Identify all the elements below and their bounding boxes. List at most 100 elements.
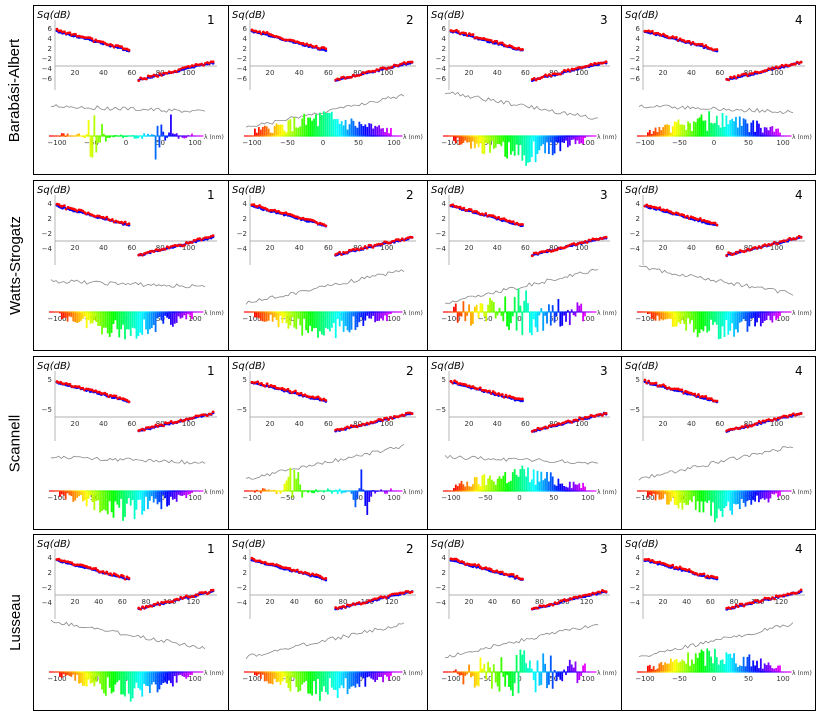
spectrum-baseline (72, 490, 77, 492)
spectrum-bar (299, 312, 302, 326)
spectrum-baseline (307, 311, 312, 313)
spectrum-baseline (446, 490, 452, 492)
spectrum-bar (491, 672, 493, 689)
spectrum-baseline (527, 490, 532, 492)
spectrum-baseline (565, 135, 570, 137)
spectrum-bar (650, 491, 653, 496)
spectrum-baseline (477, 311, 482, 313)
spectrum-bar (171, 312, 174, 327)
spectrum-bar (511, 312, 514, 317)
lambda-tick-label: −50 (478, 494, 493, 502)
spectrum-bar (714, 491, 716, 523)
spectrum-bar (388, 312, 390, 315)
row-label: Scannell (0, 356, 30, 530)
spectrum-baseline (342, 671, 348, 673)
lambda-axis-label: λ (nm) (403, 134, 423, 141)
gray-line (50, 279, 206, 289)
spectrum-bar (87, 491, 90, 499)
spectrum-bar (127, 312, 130, 330)
spectrum-bar (687, 121, 689, 136)
spectrum-bar (502, 475, 505, 491)
spectrum-bar (116, 312, 119, 330)
spectrum-bar (542, 480, 545, 491)
spectrum-bar (466, 136, 469, 143)
spectrum-bar (584, 136, 586, 139)
spectrum-baseline (733, 311, 738, 313)
spectrum-bar (179, 672, 182, 675)
lambda-tick-label: −50 (84, 494, 99, 502)
lambda-tick-label: −50 (280, 315, 295, 323)
spectrum-bar (173, 491, 176, 499)
spectrum-baseline (156, 311, 162, 313)
spectrum-bar (311, 672, 313, 696)
data-point (489, 568, 493, 571)
spectrum-bar (156, 672, 159, 693)
x-tick-label: 80 (339, 598, 348, 606)
spectrum-baseline (465, 490, 471, 492)
panel-number: 4 (795, 364, 803, 378)
spectrum-bar (681, 659, 684, 672)
spectrum-baseline (481, 490, 486, 492)
data-point (799, 60, 803, 64)
spectrum-bar (692, 121, 695, 136)
spectrum-bar (183, 136, 186, 139)
spectrum-baseline (378, 490, 383, 492)
spectrum-baseline (584, 135, 589, 137)
spectrum-bar (679, 491, 682, 503)
y-tick-label: 6 (243, 25, 248, 33)
data-point (371, 245, 375, 249)
y-tick-label: 2 (636, 215, 640, 223)
spectrum-baseline (358, 135, 363, 137)
spectrum-bar (483, 136, 486, 155)
spectrum-baseline (386, 490, 391, 492)
spectrum-baseline (330, 671, 336, 673)
spectrum-bar (80, 312, 82, 321)
spectrum-baseline (515, 311, 520, 313)
spectrum-bar (689, 665, 691, 672)
data-point (211, 588, 215, 592)
x-tick-label: 100 (575, 69, 588, 77)
spectrum-bar (255, 672, 258, 676)
spectrum-baseline (338, 671, 344, 673)
spectrum-bar (326, 112, 329, 136)
spectrum-bar (715, 491, 718, 519)
spectrum-baseline (299, 311, 304, 313)
spectrum-bar (758, 491, 760, 503)
spectrum-bar (660, 130, 663, 136)
spectrum-bar (489, 297, 491, 312)
spectrum-bar (303, 113, 306, 136)
spectrum-baseline (702, 671, 707, 673)
spectrum-baseline (378, 135, 383, 137)
spectrum-baseline (573, 671, 578, 673)
spectrum-bar (168, 672, 170, 681)
spectrum-bar (283, 130, 286, 136)
spectrum-bar (477, 312, 480, 319)
spectrum-bar (538, 136, 541, 151)
spectrum-baseline (199, 311, 204, 313)
spectrum-bar (555, 312, 558, 317)
spectrum-bar (538, 312, 541, 316)
spectrum-baseline (187, 135, 192, 137)
spectrum-bar (59, 672, 61, 677)
spectrum-bar (521, 465, 524, 491)
spectrum-bar (118, 672, 121, 681)
x-tick-label: 60 (324, 69, 333, 77)
spectrum-bar (773, 668, 776, 672)
spectrum-bar (453, 136, 455, 141)
spectrum-bar (374, 672, 377, 683)
lambda-axis-label: λ (nm) (204, 670, 224, 677)
spectrum-bar (342, 125, 345, 136)
spectrum-bar (135, 136, 138, 139)
lambda-tick-label: −100 (635, 494, 654, 502)
spectrum-baseline (496, 671, 501, 673)
spectrum-bar (534, 312, 537, 328)
spectrum-bar (473, 306, 476, 312)
spectrum-bar (158, 312, 161, 317)
data-point (702, 572, 706, 576)
spectrum-bar (376, 126, 379, 136)
spectrum-baseline (787, 135, 792, 137)
x-tick-label: 80 (549, 244, 558, 252)
spectrum-bar (647, 312, 649, 315)
